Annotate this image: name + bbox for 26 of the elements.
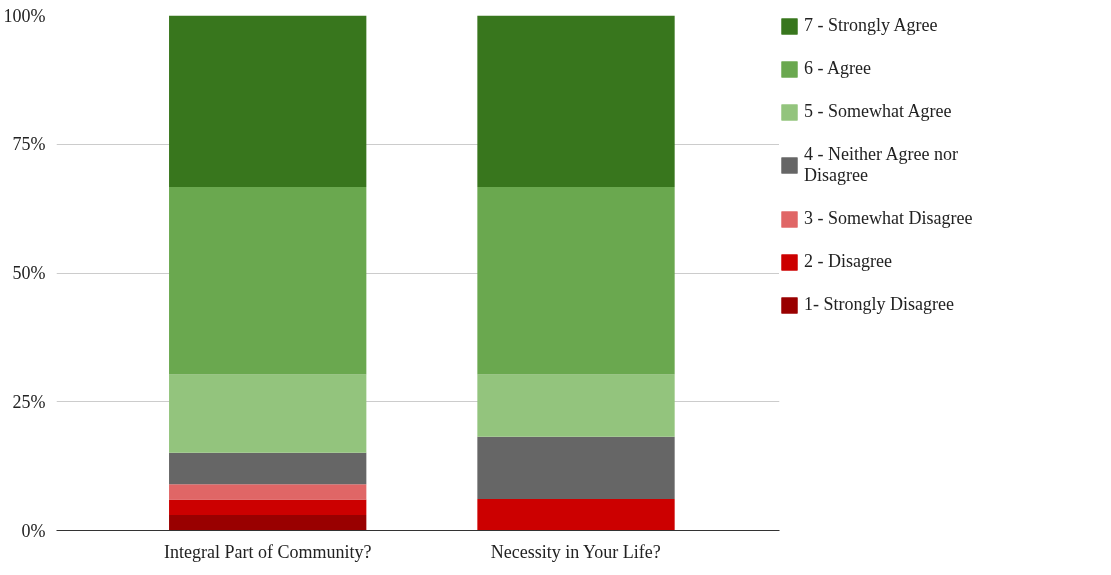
legend-label: 3 - Somewhat Disagree bbox=[804, 208, 973, 229]
bar bbox=[169, 484, 367, 500]
bar bbox=[169, 515, 367, 531]
bar bbox=[477, 499, 675, 531]
legend-label: 2 - Disagree bbox=[804, 251, 892, 272]
legend-label: 7 - Strongly Agree bbox=[804, 15, 938, 36]
legend-label: 6 - Agree bbox=[804, 58, 871, 79]
x-tick-label: Integral Part of Community? bbox=[163, 541, 372, 562]
y-tick-label: 100% bbox=[3, 5, 46, 26]
legend-label: 1- Strongly Disagree bbox=[804, 294, 954, 315]
bar bbox=[169, 499, 367, 516]
bar bbox=[477, 374, 675, 437]
legend-label: 5 - Somewhat Agree bbox=[804, 101, 952, 122]
y-tick-label: 0% bbox=[21, 520, 46, 541]
bar bbox=[477, 15, 675, 187]
bar bbox=[477, 436, 675, 500]
bar bbox=[169, 452, 367, 485]
legend-label: 4 - Neither Agree nor Disagree bbox=[804, 144, 958, 186]
bar bbox=[169, 186, 367, 375]
y-tick-label: 75% bbox=[12, 134, 46, 155]
y-tick-label: 25% bbox=[12, 391, 46, 412]
bar bbox=[169, 374, 367, 453]
bar bbox=[477, 186, 675, 375]
y-tick-label: 50% bbox=[12, 263, 46, 283]
x-tick-label: Necessity in Your Life? bbox=[490, 541, 661, 562]
bar bbox=[169, 15, 367, 187]
